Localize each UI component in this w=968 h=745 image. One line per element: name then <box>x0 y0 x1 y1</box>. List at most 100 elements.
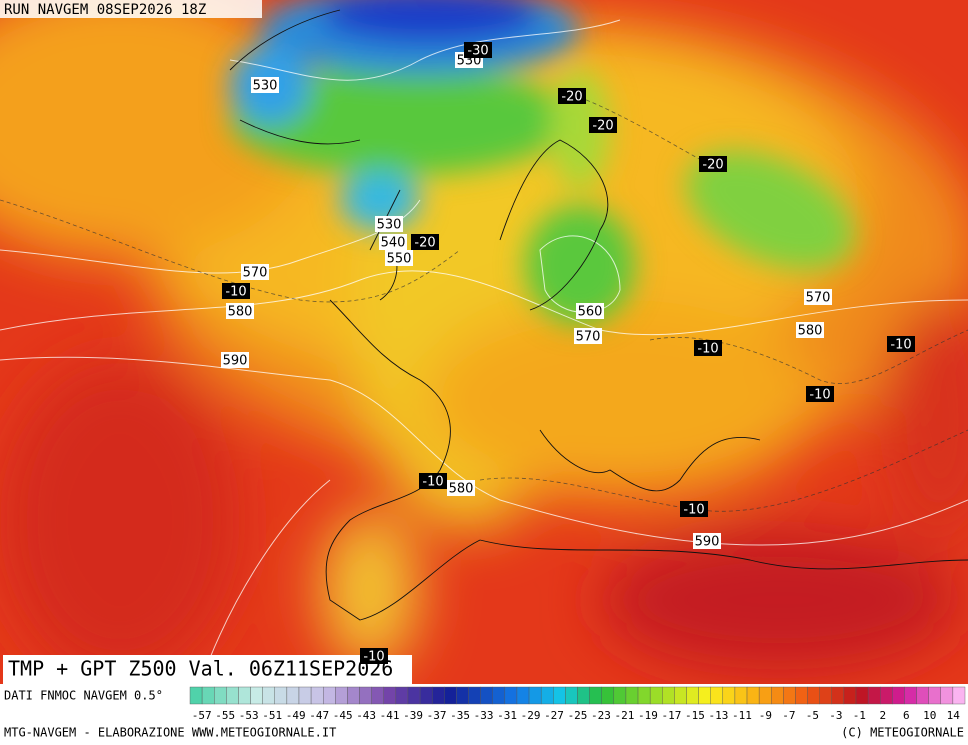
colorbar-label: -43 <box>356 709 376 722</box>
tmp-label: -20 <box>561 90 582 105</box>
colorbar-cell <box>540 686 554 705</box>
run-header: RUN NAVGEM 08SEP2026 18Z <box>4 2 206 18</box>
colorbar-label: -9 <box>759 709 772 722</box>
colorbar-cell <box>553 686 566 705</box>
footer-right: (C) METEOGIORNALE <box>841 726 964 740</box>
tmp-label-box <box>419 473 447 489</box>
colorbar-label: -17 <box>662 709 682 722</box>
colorbar-cell <box>359 686 372 705</box>
colorbar-label: -23 <box>591 709 611 722</box>
colorbar-label: -29 <box>521 709 541 722</box>
colorbar-cell <box>214 686 227 705</box>
colorbar-cell <box>892 686 905 705</box>
gpt-label: 530 <box>253 79 278 94</box>
coastlines <box>229 9 968 621</box>
colorbar-cell <box>419 686 433 705</box>
colorbar-cell <box>795 686 808 705</box>
gpt-label-box <box>379 234 407 250</box>
colorbar-cell <box>492 686 506 705</box>
colorbar-cell <box>880 686 893 705</box>
colorbar-label: -1 <box>853 709 866 722</box>
tmp-label-box <box>699 156 727 172</box>
tmp-label-box <box>360 648 388 664</box>
colorbar-label: -5 <box>806 709 819 722</box>
tmp-label-box <box>411 234 439 250</box>
title-box <box>3 655 412 684</box>
field-cold <box>230 0 855 325</box>
colorbar-cell <box>444 686 457 705</box>
header-box <box>0 0 262 18</box>
colorbar-label: 6 <box>903 709 910 722</box>
tmp-label: -10 <box>683 503 704 518</box>
gpt-label-box <box>796 322 824 338</box>
map-field <box>0 0 968 684</box>
colorbar-cell <box>383 686 397 705</box>
colorbar-cell <box>819 686 832 705</box>
colorbar-label: -37 <box>427 709 447 722</box>
tmp-label: -10 <box>363 650 384 665</box>
colorbar-label: -7 <box>782 709 795 722</box>
colorbar-cell <box>516 686 530 705</box>
colorbar-label: -19 <box>638 709 658 722</box>
gpt-label-box <box>447 480 475 496</box>
colorbar-cell <box>262 686 275 705</box>
tmp-label-box <box>589 117 617 133</box>
colorbar: -57 -55 -53 -51 -49 -47 -45 -43 -41 -39 -37 -35 -33-… <box>189 686 966 722</box>
gpt-label-box <box>251 77 279 93</box>
colorbar-cell <box>407 686 421 705</box>
colorbar-cell <box>335 686 348 705</box>
gpt-label-box <box>226 303 254 319</box>
colorbar-cell <box>189 686 203 705</box>
colorbar-cell <box>601 686 615 705</box>
tmp-label-box <box>806 386 834 402</box>
colorbar-cell <box>456 686 469 705</box>
gpt-label: 590 <box>223 354 248 369</box>
colorbar-cell <box>395 686 409 705</box>
colorbar-label: -45 <box>333 709 353 722</box>
colorbar-label: -51 <box>262 709 282 722</box>
colorbar-label: -35 <box>450 709 470 722</box>
gpt-label: 590 <box>695 535 720 550</box>
gpt-label-box <box>804 289 832 305</box>
colorbar-cell <box>226 686 239 705</box>
colorbar-label: -13 <box>708 709 728 722</box>
colorbar-cell <box>480 686 493 705</box>
colorbar-label: -57 <box>192 709 212 722</box>
colorbar-cell <box>807 686 820 705</box>
tmp-label: -10 <box>809 388 830 403</box>
colorbar-cell <box>928 686 941 705</box>
colorbar-label: -33 <box>474 709 494 722</box>
tmp-label: -20 <box>592 119 613 134</box>
colorbar-cell <box>310 686 324 705</box>
tmp-label: -30 <box>467 44 488 59</box>
colorbar-label: -3 <box>829 709 842 722</box>
colorbar-cell <box>323 686 336 705</box>
colorbar-cell <box>758 686 772 705</box>
colorbar-cell <box>746 686 760 705</box>
legend-source: DATI FNMOC NAVGEM 0.5° <box>4 689 163 703</box>
map-title: TMP + GPT Z500 Val. 06Z11SEP2026 <box>8 657 393 681</box>
colorbar-label: -47 <box>309 709 329 722</box>
colorbar-label: -27 <box>544 709 564 722</box>
colorbar-cell <box>613 686 627 705</box>
gpt-contours <box>0 19 968 684</box>
colorbar-cell <box>843 686 857 705</box>
colorbar-cell <box>347 686 360 705</box>
colorbar-label: -49 <box>286 709 306 722</box>
tmp-label-box <box>464 42 492 58</box>
colorbar-cell <box>649 686 663 705</box>
colorbar-cell <box>504 686 518 705</box>
colorbar-label: 10 <box>923 709 936 722</box>
colorbar-cell <box>238 686 251 705</box>
colorbar-cell <box>589 686 602 705</box>
colorbar-cell <box>722 686 736 705</box>
colorbar-cell <box>940 686 954 705</box>
colorbar-cell <box>771 686 784 705</box>
colorbar-cell <box>916 686 929 705</box>
colorbar-label: 14 <box>947 709 961 722</box>
gpt-label: 550 <box>387 252 412 267</box>
colorbar-cell <box>904 686 917 705</box>
gpt-label-box <box>241 264 269 280</box>
